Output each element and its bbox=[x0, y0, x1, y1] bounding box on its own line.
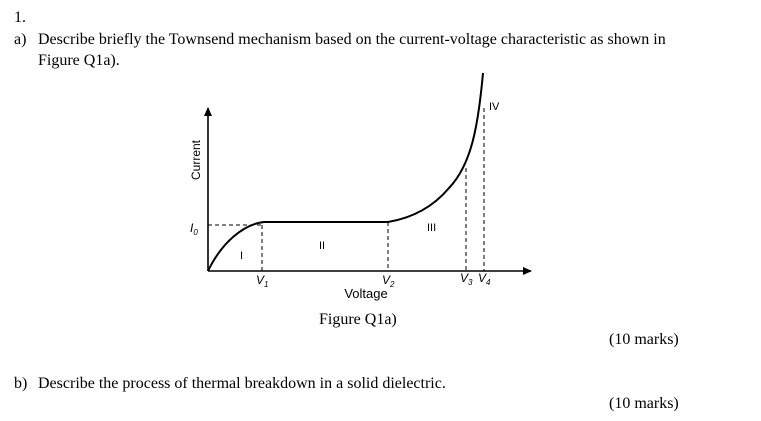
region-label-4: IV bbox=[489, 101, 500, 113]
v1-subscript: 1 bbox=[264, 280, 268, 289]
part-b-text: Describe the process of thermal breakdow… bbox=[38, 375, 446, 392]
v3-subscript: 3 bbox=[468, 278, 473, 287]
part-a-marks: (10 marks) bbox=[609, 331, 679, 348]
v3-letter: V bbox=[460, 271, 469, 285]
part-a-label: a) bbox=[14, 31, 27, 48]
part-b-marks: (10 marks) bbox=[609, 395, 679, 412]
v2-label: V2 bbox=[382, 273, 395, 289]
x-axis-label: Voltage bbox=[344, 286, 387, 301]
i0-label: I0 bbox=[190, 221, 198, 237]
region-label-1: I bbox=[240, 250, 243, 262]
v1-letter: V bbox=[256, 273, 265, 287]
v4-letter: V bbox=[478, 271, 487, 285]
part-b-label: b) bbox=[14, 375, 28, 392]
question-number: 1. bbox=[14, 9, 26, 26]
i0-subscript: 0 bbox=[193, 228, 198, 237]
v4-label: V4 bbox=[478, 271, 491, 287]
part-a-text-line1: Describe briefly the Townsend mechanism … bbox=[38, 31, 666, 48]
part-a-text-line2: Figure Q1a). bbox=[38, 52, 120, 69]
v2-subscript: 2 bbox=[389, 280, 395, 289]
v2-letter: V bbox=[382, 273, 391, 287]
v3-label: V3 bbox=[460, 271, 473, 287]
region-label-2: II bbox=[319, 240, 325, 252]
v4-subscript: 4 bbox=[486, 278, 491, 287]
current-voltage-curve bbox=[207, 72, 484, 272]
i0-letter: I bbox=[190, 221, 194, 235]
region-label-3: III bbox=[427, 222, 436, 234]
v1-label: V1 bbox=[256, 273, 268, 289]
y-axis-label: Current bbox=[189, 139, 203, 180]
figure-caption: Figure Q1a) bbox=[319, 311, 397, 328]
